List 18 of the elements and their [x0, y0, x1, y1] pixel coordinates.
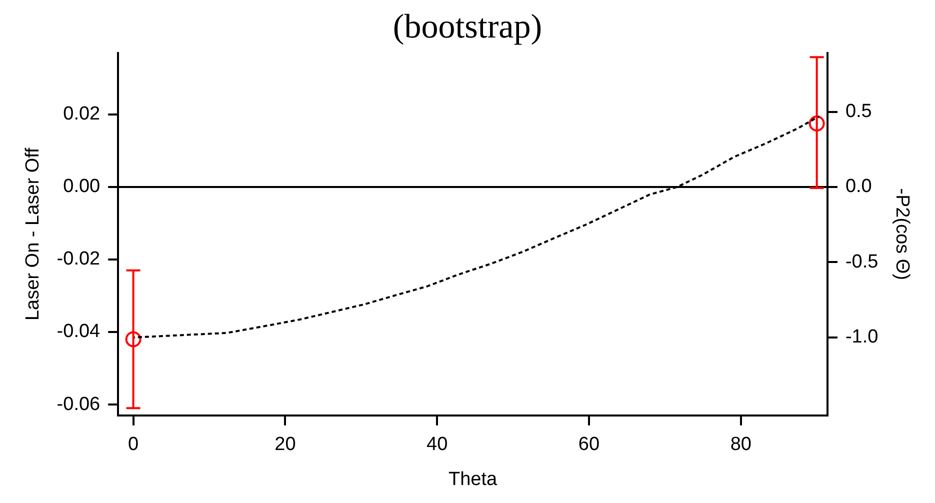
y-tick-label: 0.00	[63, 176, 100, 198]
y2-tick-label: -0.5	[845, 251, 878, 272]
y2-axis-title: -P2(cos Θ)	[891, 188, 912, 280]
y2-tick-label: 0.0	[845, 176, 872, 198]
x-tick-label: 40	[426, 434, 448, 456]
x-tick-label: 60	[578, 434, 600, 456]
chart-title: (bootstrap)	[392, 8, 542, 46]
y-tick-label: -0.06	[56, 394, 100, 415]
x-axis-title: Theta	[448, 468, 498, 490]
y2-tick-label: -1.0	[845, 326, 878, 348]
x-tick-label: 80	[730, 434, 752, 456]
y-tick-label: 0.02	[63, 104, 100, 125]
x-tick-label: 0	[128, 434, 139, 456]
y2-tick-label: 0.5	[845, 101, 872, 122]
y-tick-label: -0.02	[56, 248, 100, 270]
y-axis-title: Laser On - Laser Off	[22, 146, 44, 321]
x-tick-label: 20	[274, 434, 296, 456]
y-tick-label: -0.04	[56, 321, 101, 342]
